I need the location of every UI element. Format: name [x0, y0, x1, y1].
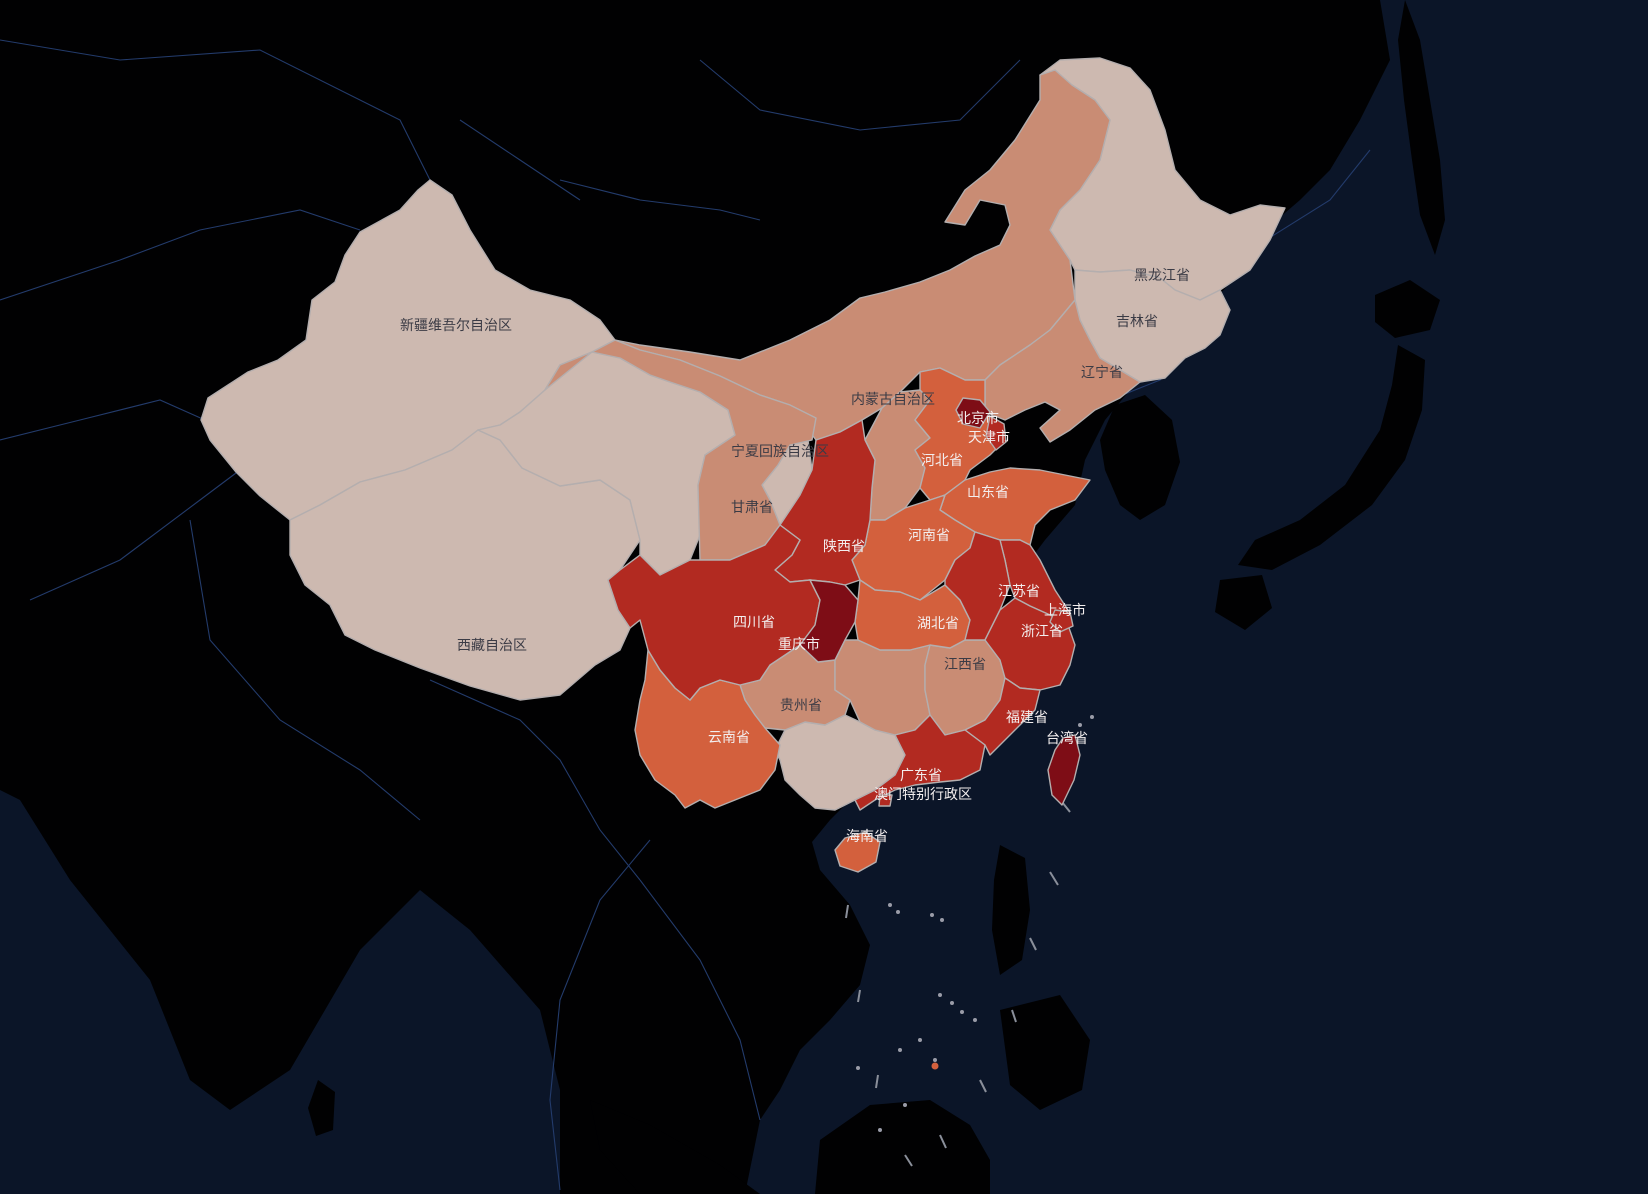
dash-line — [1011, 1009, 1017, 1023]
border-line — [549, 839, 651, 1191]
border-line — [0, 209, 361, 301]
province-label-shanghai: 上海市 — [1044, 602, 1086, 619]
province-label-zhejiang: 浙江省 — [1021, 624, 1063, 640]
dash-line — [857, 989, 861, 1003]
province-label-chongqing: 重庆市 — [778, 636, 820, 653]
province-label-yunnan: 云南省 — [708, 730, 750, 746]
border-line — [639, 879, 761, 1121]
land-korea — [1100, 395, 1180, 520]
island — [973, 1018, 977, 1022]
province-label-hubei: 湖北省 — [917, 616, 959, 632]
province-label-heilongjiang: 黑龙江省 — [1134, 268, 1190, 284]
island — [1090, 715, 1094, 719]
border-line — [459, 119, 581, 201]
land-philippines-south — [1000, 995, 1090, 1110]
dash-line — [904, 1154, 913, 1167]
province-label-liaoning: 辽宁省 — [1081, 364, 1123, 381]
dash-line — [979, 1079, 987, 1093]
province-label-hainan: 海南省 — [846, 829, 888, 845]
border-line — [0, 39, 431, 181]
land-sri-lanka — [308, 1080, 335, 1136]
province-tianjin[interactable] — [985, 415, 1007, 451]
province-label-fujian: 福建省 — [1006, 710, 1048, 726]
province-taiwan[interactable] — [1047, 734, 1081, 806]
south-china-sea-islands — [856, 715, 1094, 1132]
province-label-beijing: 北京市 — [957, 410, 999, 427]
province-label-shaanxi: 陕西省 — [823, 539, 865, 555]
border-line — [559, 179, 761, 221]
land-sumatra — [590, 1100, 760, 1194]
province-macau[interactable] — [878, 794, 893, 807]
province-label-ningxia: 宁夏回族自治区 — [731, 443, 829, 460]
dash-line — [875, 1074, 879, 1089]
island — [903, 1103, 907, 1107]
island — [960, 1010, 964, 1014]
province-label-shandong: 山东省 — [967, 485, 1009, 501]
island — [1078, 723, 1082, 727]
province-label-henan: 河南省 — [908, 528, 950, 544]
island — [898, 1048, 902, 1052]
province-label-sichuan: 四川省 — [733, 615, 775, 631]
island — [856, 1066, 860, 1070]
island — [888, 903, 892, 907]
island — [931, 1062, 939, 1070]
island — [933, 1058, 937, 1062]
island — [940, 918, 944, 922]
land-sakhalin — [1398, 0, 1445, 255]
province-label-xinjiang: 新疆维吾尔自治区 — [400, 318, 512, 334]
province-guangdong[interactable] — [854, 714, 986, 811]
province-label-gansu: 甘肃省 — [731, 500, 773, 516]
province-label-tianjin: 天津市 — [968, 429, 1010, 446]
province-label-inner-mongolia: 内蒙古自治区 — [851, 392, 935, 408]
provinces-layer[interactable] — [200, 57, 1286, 873]
border-line — [29, 469, 241, 601]
province-label-macau: 澳门特别行政区 — [874, 787, 972, 803]
land-japan-south — [1215, 575, 1272, 630]
province-inner-mongolia[interactable] — [614, 69, 1111, 441]
border-line — [0, 399, 206, 441]
border-line — [429, 679, 641, 881]
province-label-guizhou: 贵州省 — [780, 698, 822, 714]
province-hubei[interactable] — [854, 579, 971, 651]
province-liaoning[interactable] — [984, 299, 1141, 443]
border-line — [189, 519, 421, 821]
province-chongqing[interactable] — [799, 579, 859, 663]
province-shanghai[interactable] — [1049, 609, 1074, 633]
island — [918, 1038, 922, 1042]
province-gansu[interactable] — [544, 339, 817, 561]
island — [930, 913, 934, 917]
province-beijing[interactable] — [955, 397, 991, 429]
maritime-boundary-lines — [845, 801, 1071, 1167]
province-hainan[interactable] — [834, 831, 881, 873]
dash-line — [939, 1134, 947, 1149]
land-hokkaido — [1375, 280, 1440, 338]
island — [938, 993, 942, 997]
island — [896, 910, 900, 914]
province-sichuan[interactable] — [607, 524, 821, 701]
dash-line — [1029, 937, 1037, 951]
province-label-taiwan: 台湾省 — [1046, 730, 1088, 747]
dash-line — [1049, 871, 1059, 886]
province-label-jiangxi: 江西省 — [944, 657, 986, 673]
province-label-jilin: 吉林省 — [1116, 314, 1158, 330]
border-line — [699, 59, 1021, 131]
land-borneo — [815, 1100, 990, 1194]
province-fujian[interactable] — [964, 677, 1041, 756]
island — [878, 1128, 882, 1132]
province-label-tibet: 西藏自治区 — [457, 638, 527, 654]
land-philippines-north — [992, 845, 1030, 975]
province-label-jiangsu: 江苏省 — [998, 584, 1040, 600]
province-label-hebei: 河北省 — [921, 453, 963, 469]
province-label-guangdong: 广东省 — [900, 768, 942, 784]
dash-line — [845, 904, 849, 919]
island — [950, 1001, 954, 1005]
land-japan-honshu — [1238, 345, 1425, 570]
